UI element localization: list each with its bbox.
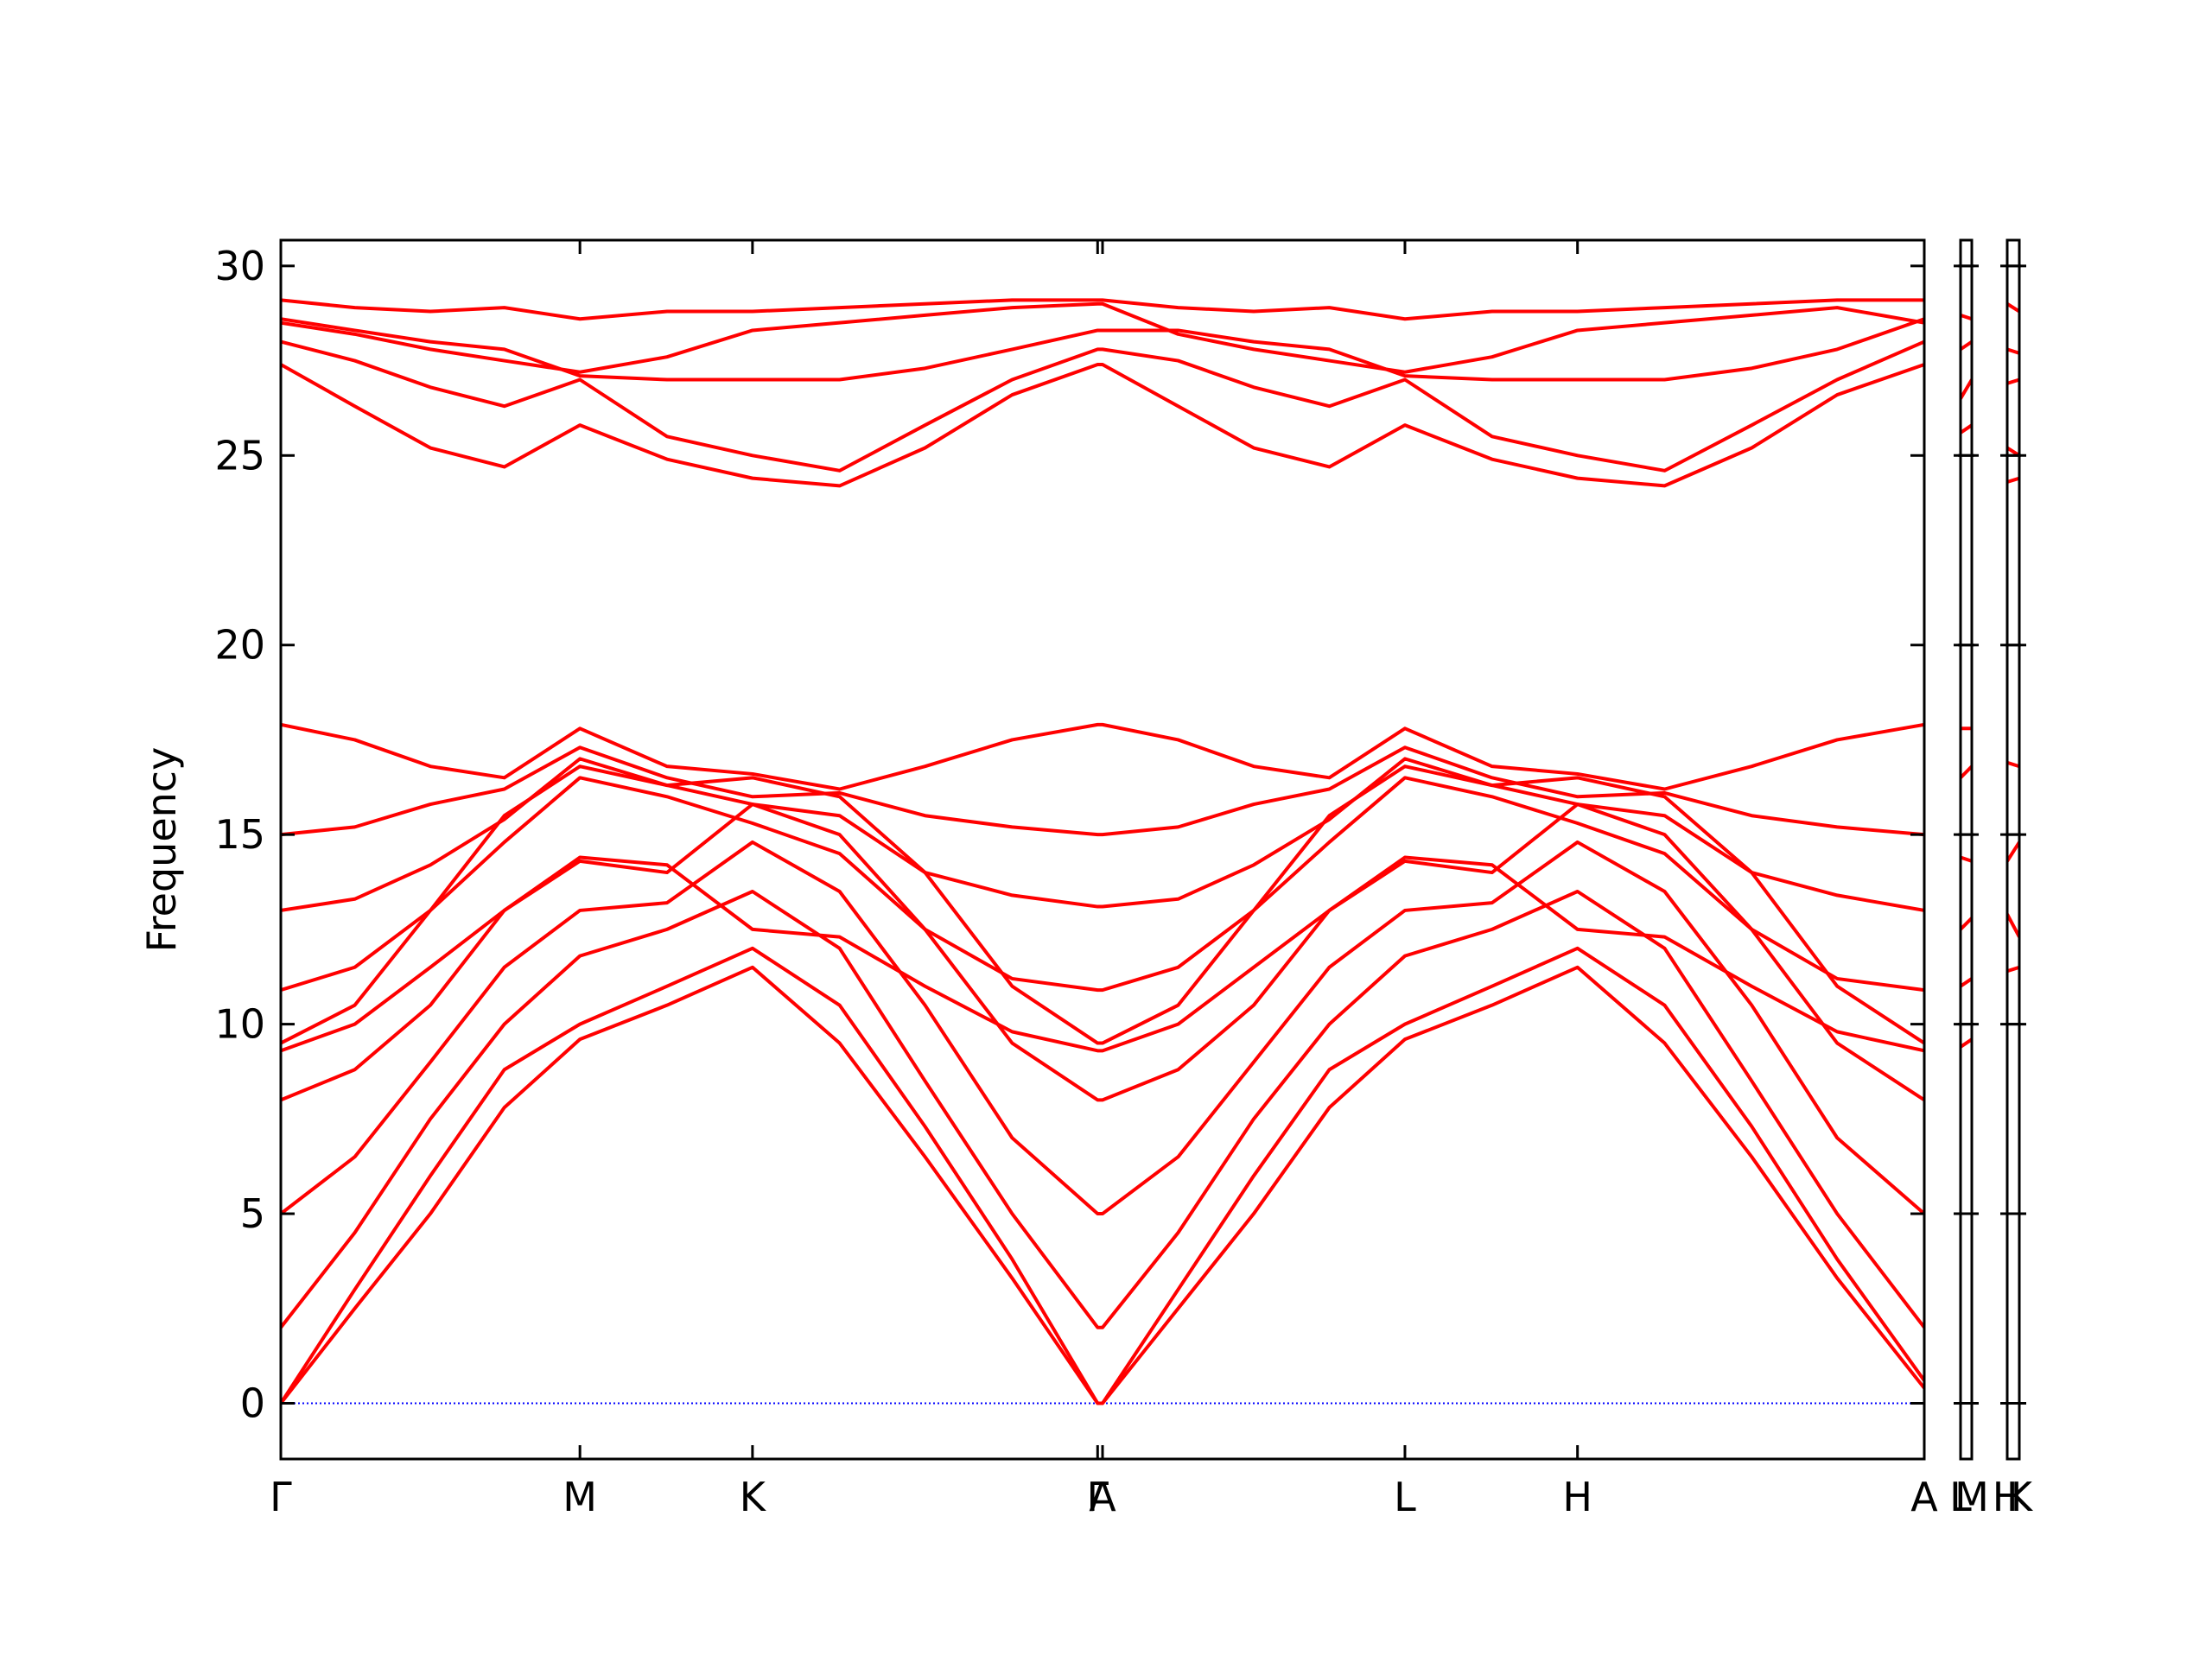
band-line — [281, 722, 1924, 791]
band-line — [281, 776, 1924, 993]
y-tick-label: 0 — [240, 1380, 265, 1426]
x-tick-label: Γ — [270, 1474, 292, 1520]
band-line — [281, 946, 1924, 1405]
band-line — [1961, 764, 1972, 779]
band-line — [281, 317, 1924, 382]
band-line — [1961, 1037, 1972, 1049]
band-line — [2007, 913, 2019, 938]
band-line — [2007, 476, 2019, 484]
axes-frame — [2005, 238, 2021, 1461]
band-line — [2007, 841, 2019, 862]
y-tick-label: 30 — [214, 243, 265, 289]
band-line — [2007, 302, 2019, 314]
band-line — [281, 298, 1924, 321]
band-line — [1961, 314, 1972, 321]
band-line — [2007, 965, 2019, 974]
x-tick-label: L — [1949, 1474, 1972, 1520]
x-tick-label: K — [740, 1474, 767, 1520]
band-line — [1961, 977, 1972, 988]
band-line — [1961, 378, 1972, 400]
y-tick-label: 25 — [214, 432, 265, 479]
y-tick-label: 20 — [214, 622, 265, 669]
band-line — [281, 855, 1924, 1053]
x-tick-label: L — [1394, 1474, 1416, 1520]
band-line — [281, 757, 1924, 912]
band-line — [2007, 377, 2019, 385]
band-line — [281, 339, 1924, 473]
x-tick-label: K — [2006, 1474, 2034, 1520]
x-tick-label: Γ — [1086, 1474, 1109, 1520]
y-tick-label: 10 — [214, 1001, 265, 1048]
band-line — [2007, 760, 2019, 769]
band-line — [1961, 423, 1972, 435]
band-line — [1961, 855, 1972, 863]
axes-frame — [1959, 238, 1974, 1461]
band-line — [2007, 347, 2019, 355]
band-line — [281, 889, 1924, 1329]
x-tick-label: A — [1910, 1474, 1938, 1520]
x-tick-label: H — [1993, 1474, 2023, 1520]
band-line — [1961, 339, 1972, 352]
band-line — [281, 362, 1924, 488]
y-tick-label: 15 — [214, 811, 265, 858]
x-tick-label: M — [1955, 1474, 1989, 1520]
band-line — [281, 965, 1924, 1405]
y-tick-label: 5 — [240, 1190, 265, 1237]
band-line — [281, 301, 1924, 374]
band-line — [281, 745, 1924, 837]
axes-frame — [279, 238, 1926, 1461]
x-tick-label: M — [563, 1474, 597, 1520]
band-line — [281, 840, 1924, 1216]
x-tick-label: A — [1089, 1474, 1116, 1520]
band-line — [1961, 917, 1972, 931]
y-axis-label: Frequency — [138, 747, 185, 953]
x-tick-label: H — [1562, 1474, 1592, 1520]
